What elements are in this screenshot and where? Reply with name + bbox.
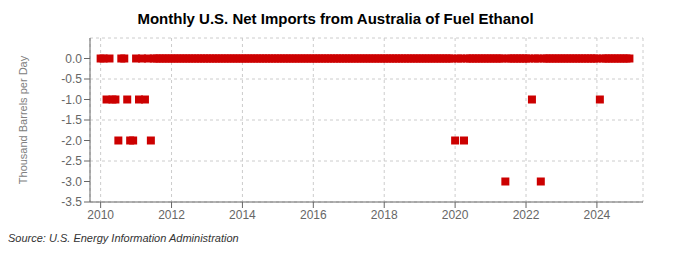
svg-text:2020: 2020 [442, 208, 469, 222]
svg-text:0.0: 0.0 [65, 52, 82, 66]
svg-text:Thousand Barrels per Day: Thousand Barrels per Day [17, 55, 29, 184]
html-text:Source: U.S. Energy Informatio: Source: U.S. Energy Information Administ… [8, 232, 239, 244]
svg-text:-3.0: -3.0 [61, 175, 82, 189]
svg-text:-3.5: -3.5 [61, 195, 82, 209]
svg-text:2022: 2022 [513, 208, 540, 222]
svg-text:2016: 2016 [300, 208, 327, 222]
svg-text:-1.5: -1.5 [61, 113, 82, 127]
svg-text:-2.5: -2.5 [61, 154, 82, 168]
html-text:Monthly U.S. Net Imports from: Monthly U.S. Net Imports from Australia … [137, 10, 534, 27]
svg-text:2024: 2024 [584, 208, 611, 222]
svg-text:-0.5: -0.5 [61, 72, 82, 86]
svg-text:-1.0: -1.0 [61, 93, 82, 107]
svg-text:2010: 2010 [87, 208, 114, 222]
svg-text:2014: 2014 [229, 208, 256, 222]
svg-text:2012: 2012 [158, 208, 185, 222]
svg-text:2018: 2018 [371, 208, 398, 222]
svg-text:-2.0: -2.0 [61, 134, 82, 148]
